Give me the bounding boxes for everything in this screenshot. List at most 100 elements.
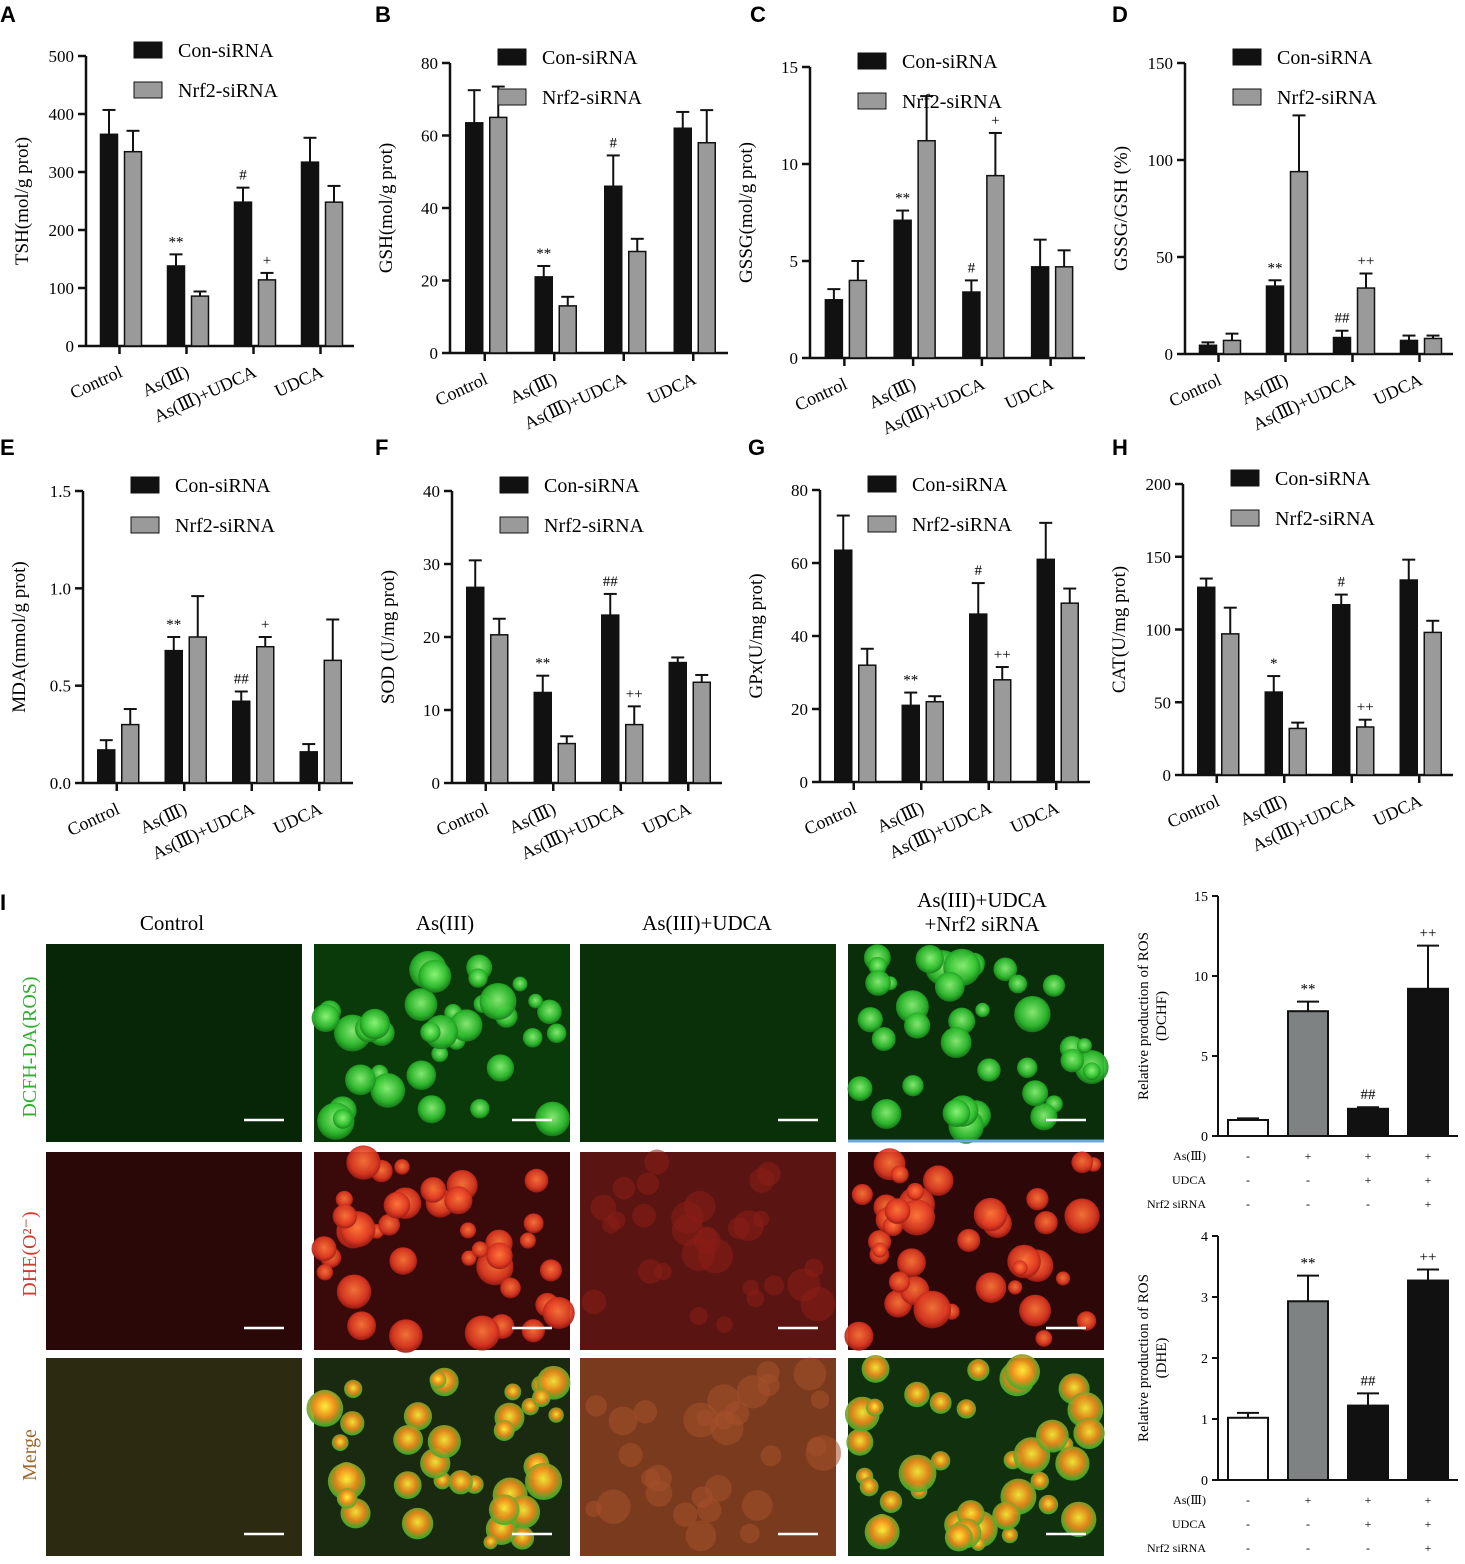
legend-label-nrf2: Nrf2-siRNA [912, 514, 1013, 536]
legend-swatch-con [130, 476, 160, 494]
cell-blob [618, 1442, 643, 1468]
bar-nrf2-sirna [188, 636, 207, 784]
cell-blob [448, 1470, 473, 1495]
legend-swatch-nrf2 [499, 516, 529, 534]
cell-blob [607, 1211, 626, 1230]
y-tick-label: 50 [1154, 693, 1171, 712]
micrograph-tile [844, 1148, 1104, 1351]
bar-con-sirna [466, 586, 485, 784]
cell-blob [483, 1535, 498, 1550]
bar-ros [1347, 1404, 1389, 1481]
legend-swatch-nrf2 [1230, 509, 1260, 527]
bar-nrf2-sirna [558, 305, 577, 354]
cell-blob [1030, 1471, 1049, 1491]
cell-blob [696, 1409, 714, 1427]
cell-blob [1014, 995, 1051, 1033]
bar-nrf2-sirna [1289, 170, 1309, 355]
y-axis-title: Relative production of ROS [1136, 932, 1152, 1100]
cell-blob [311, 1236, 337, 1262]
cell-blob [904, 1012, 931, 1039]
bar-con-sirna [1399, 339, 1419, 355]
significance-mark: ** [536, 246, 551, 262]
significance-mark: + [261, 617, 269, 633]
condition-label: As(Ⅲ) [1173, 1149, 1206, 1163]
y-tick-label: 150 [1146, 548, 1172, 567]
bar-con-sirna [962, 291, 981, 359]
legend-swatch-con [857, 52, 887, 70]
condition-sign: - [1306, 1517, 1310, 1531]
cell-blob [431, 1045, 449, 1063]
x-tick-label: UDCA [1371, 369, 1426, 409]
y-tick-label: 10 [1194, 970, 1208, 985]
cell-blob [1071, 1151, 1093, 1174]
micrograph-tile [847, 944, 1109, 1144]
significance-mark: ++ [1358, 253, 1375, 269]
cell-blob [459, 1222, 477, 1239]
y-tick-label: 15 [1194, 890, 1208, 905]
legend-swatch-nrf2 [867, 515, 897, 533]
cell-blob [934, 971, 965, 1002]
y-tick-label: 1.5 [50, 482, 71, 501]
cell-blob [311, 1004, 340, 1033]
condition-sign: - [1246, 1173, 1250, 1187]
legend-label-con: Con-siRNA [544, 475, 640, 497]
bar-nrf2-sirna [1288, 727, 1307, 776]
legend-swatch-con [499, 476, 529, 494]
y-axis-title: GSSG/GSH (%) [1111, 146, 1132, 271]
cell-blob [332, 1204, 358, 1229]
bar-con-sirna [1030, 266, 1050, 359]
condition-sign: - [1366, 1197, 1370, 1211]
cell-blob [522, 1027, 543, 1048]
col-title-as-udca-nrf2-l2: +Nrf2 siRNA [924, 912, 1040, 936]
micrograph-background [46, 944, 302, 1142]
legend-swatch-nrf2 [130, 516, 160, 534]
cell-blob [548, 1407, 564, 1423]
cell-blob [1007, 1280, 1023, 1295]
y-tick-label: 10 [423, 701, 440, 720]
col-title-as-udca-nrf2-l1: As(III)+UDCA [917, 888, 1047, 912]
significance-mark: ## [234, 672, 250, 688]
y-tick-label: 0 [430, 344, 439, 363]
cell-blob [977, 1058, 1001, 1082]
cell-blob [1042, 974, 1066, 997]
cell-blob [389, 1319, 423, 1353]
significance-mark: ++ [1420, 926, 1437, 942]
cell-blob [922, 1165, 954, 1196]
cell-blob [537, 999, 562, 1025]
micrograph-grid [46, 944, 1109, 1556]
significance-mark: ** [166, 617, 181, 633]
cell-blob [879, 1490, 903, 1513]
cell-blob [444, 1186, 473, 1215]
cell-blob [420, 1177, 447, 1203]
cell-blob [1004, 1354, 1040, 1390]
cell-blob [1038, 1494, 1059, 1515]
cell-blob [429, 1371, 447, 1389]
condition-label: Nrf2 siRNA [1147, 1541, 1206, 1555]
cell-blob [340, 1411, 365, 1436]
cell-blob [521, 1319, 545, 1343]
cell-blob [581, 1289, 607, 1315]
cell-blob [673, 1502, 698, 1527]
condition-sign: - [1246, 1493, 1250, 1507]
significance-mark: ** [1301, 1256, 1316, 1272]
condition-sign: + [1425, 1541, 1432, 1555]
cell-blob [633, 1400, 658, 1424]
panel-A: A 0 100 200 300 400 500 TSH(mol/g prot) Control… [0, 2, 354, 427]
cell-blob [608, 1406, 638, 1436]
micrograph-tile [311, 944, 570, 1142]
cell-blob [464, 1315, 500, 1351]
cell-blob [383, 1191, 411, 1219]
y-tick-label: 40 [423, 482, 440, 501]
significance-mark: + [991, 113, 999, 129]
bar-ros [1227, 1416, 1269, 1482]
cell-blob [859, 1477, 879, 1497]
condition-sign: + [1305, 1149, 1312, 1163]
y-axis-title: MDA(mmol/g prot) [9, 561, 30, 712]
significance-mark: # [975, 563, 983, 579]
cell-blob [857, 1007, 883, 1033]
significance-mark: ## [1335, 311, 1351, 327]
